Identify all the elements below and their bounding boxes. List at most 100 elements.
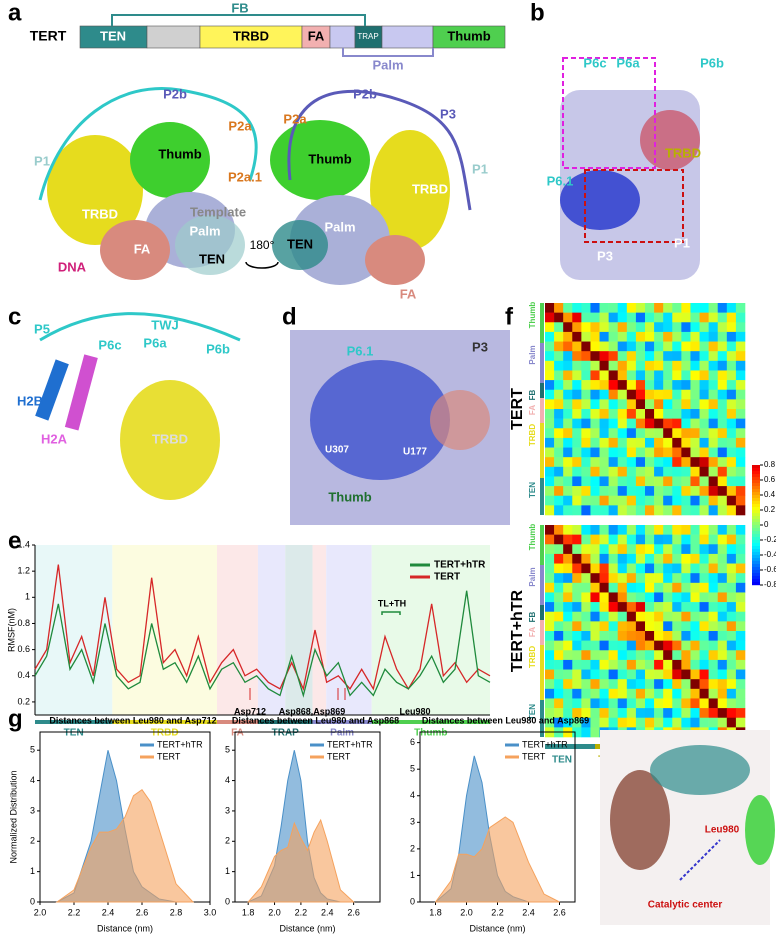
colorbar-step bbox=[752, 507, 760, 511]
heatmap-cell bbox=[663, 717, 673, 728]
heatmap-cell bbox=[581, 602, 591, 613]
heatmap-cell bbox=[599, 698, 609, 709]
heatmap-cell bbox=[690, 389, 700, 400]
heatmap-cell bbox=[563, 602, 573, 613]
label: P3 bbox=[472, 339, 488, 354]
heatmap-cell bbox=[608, 399, 619, 410]
heatmap-cell bbox=[726, 640, 737, 651]
heatmap-cell bbox=[699, 582, 709, 593]
heatmap-cell bbox=[672, 573, 682, 584]
heatmap-cell bbox=[590, 525, 600, 535]
heatmap-cell bbox=[735, 303, 746, 313]
heatmap-cell bbox=[699, 611, 709, 622]
heatmap-cell bbox=[690, 640, 700, 651]
label: 2.2 bbox=[68, 907, 81, 917]
label: FB bbox=[231, 0, 248, 15]
heatmap-cell bbox=[726, 669, 737, 680]
heatmap-cell bbox=[635, 640, 646, 651]
heatmap-cell bbox=[663, 428, 673, 439]
heatmap-cell bbox=[554, 495, 564, 506]
heatmap-cell bbox=[708, 525, 719, 535]
helix bbox=[35, 359, 69, 421]
heatmap-cell bbox=[590, 418, 600, 429]
heatmap-cell bbox=[617, 466, 628, 477]
rna-strand bbox=[38, 87, 258, 201]
heatmap-cell bbox=[708, 688, 719, 699]
heatmap-cell bbox=[554, 563, 564, 574]
heatmap-cell bbox=[635, 476, 646, 487]
label: 0.6 bbox=[764, 475, 776, 484]
heatmap-cell bbox=[608, 331, 619, 342]
heatmap-cell bbox=[663, 303, 673, 313]
heatmap-cell bbox=[654, 322, 664, 333]
heatmap-cell bbox=[654, 679, 664, 690]
label: RMSF(nM) bbox=[6, 608, 16, 652]
heatmap-cell bbox=[672, 563, 682, 574]
heatmap-cell bbox=[590, 457, 600, 468]
heatmap-cell bbox=[690, 495, 700, 506]
heatmap-cell bbox=[617, 495, 628, 506]
heatmap-cell bbox=[735, 717, 746, 728]
heatmap-cell bbox=[681, 418, 691, 429]
label: P3 bbox=[440, 106, 456, 121]
heatmap-cell bbox=[599, 611, 609, 622]
heatmap-cell bbox=[735, 544, 746, 555]
heatmap-cell bbox=[726, 631, 737, 641]
heatmap-cell bbox=[645, 688, 655, 699]
heatmap-cell bbox=[545, 631, 555, 641]
heatmap-cell bbox=[608, 447, 619, 458]
label: 2.4 bbox=[522, 907, 535, 917]
heatmap-cell bbox=[626, 553, 637, 564]
heatmap-cell bbox=[608, 322, 619, 333]
heatmap-cell bbox=[554, 688, 564, 699]
heatmap-cell bbox=[654, 486, 664, 497]
heatmap-cell bbox=[672, 505, 682, 516]
heatmap-cell bbox=[590, 399, 600, 410]
heatmap-cell bbox=[699, 563, 709, 574]
heatmap-cell bbox=[635, 679, 646, 690]
heatmap-cell bbox=[717, 553, 728, 564]
heatmap-cell bbox=[654, 611, 664, 622]
heatmap-cell bbox=[690, 351, 700, 362]
heatmap-cell bbox=[617, 602, 628, 613]
heatmap-cell bbox=[663, 621, 673, 632]
heatmap-cell bbox=[599, 602, 609, 613]
heatmap-cell bbox=[590, 698, 600, 709]
heatmap-cell bbox=[717, 669, 728, 680]
heatmap-cell bbox=[654, 621, 664, 632]
heatmap-cell bbox=[672, 698, 682, 709]
label: 2.2 bbox=[491, 907, 504, 917]
heatmap-cell bbox=[581, 534, 591, 545]
heatmap-cell bbox=[599, 534, 609, 545]
heatmap-cell bbox=[708, 602, 719, 613]
heatmap-cell bbox=[699, 380, 709, 391]
heatmap-cell bbox=[572, 370, 582, 381]
label: 0 bbox=[410, 896, 415, 906]
label: Asp712 bbox=[234, 706, 266, 716]
label: P2b bbox=[353, 86, 377, 101]
heatmap-cell bbox=[672, 621, 682, 632]
heatmap-cell bbox=[563, 486, 573, 497]
heatmap-cell bbox=[690, 428, 700, 439]
heatmap-cell bbox=[699, 505, 709, 516]
heatmap-cell bbox=[690, 360, 700, 371]
heatmap-cell bbox=[572, 688, 582, 699]
heatmap-cell bbox=[554, 389, 564, 400]
heatmap-cell bbox=[726, 331, 737, 342]
domain-segment bbox=[381, 25, 434, 49]
label: P1 bbox=[674, 235, 690, 250]
heatmap-cell bbox=[699, 679, 709, 690]
heatmap-cell bbox=[645, 563, 655, 574]
side-bar bbox=[540, 525, 544, 565]
heatmap-cell bbox=[545, 476, 555, 487]
heatmap-cell bbox=[626, 505, 637, 516]
heatmap-cell bbox=[717, 563, 728, 574]
heatmap-cell bbox=[563, 669, 573, 680]
heatmap-cell bbox=[554, 476, 564, 487]
heatmap-cell bbox=[699, 370, 709, 381]
heatmap-cell bbox=[572, 659, 582, 670]
heatmap-cell bbox=[708, 611, 719, 622]
heatmap-cell bbox=[663, 341, 673, 352]
heatmap-cell bbox=[726, 389, 737, 400]
label: P6c bbox=[98, 337, 121, 352]
